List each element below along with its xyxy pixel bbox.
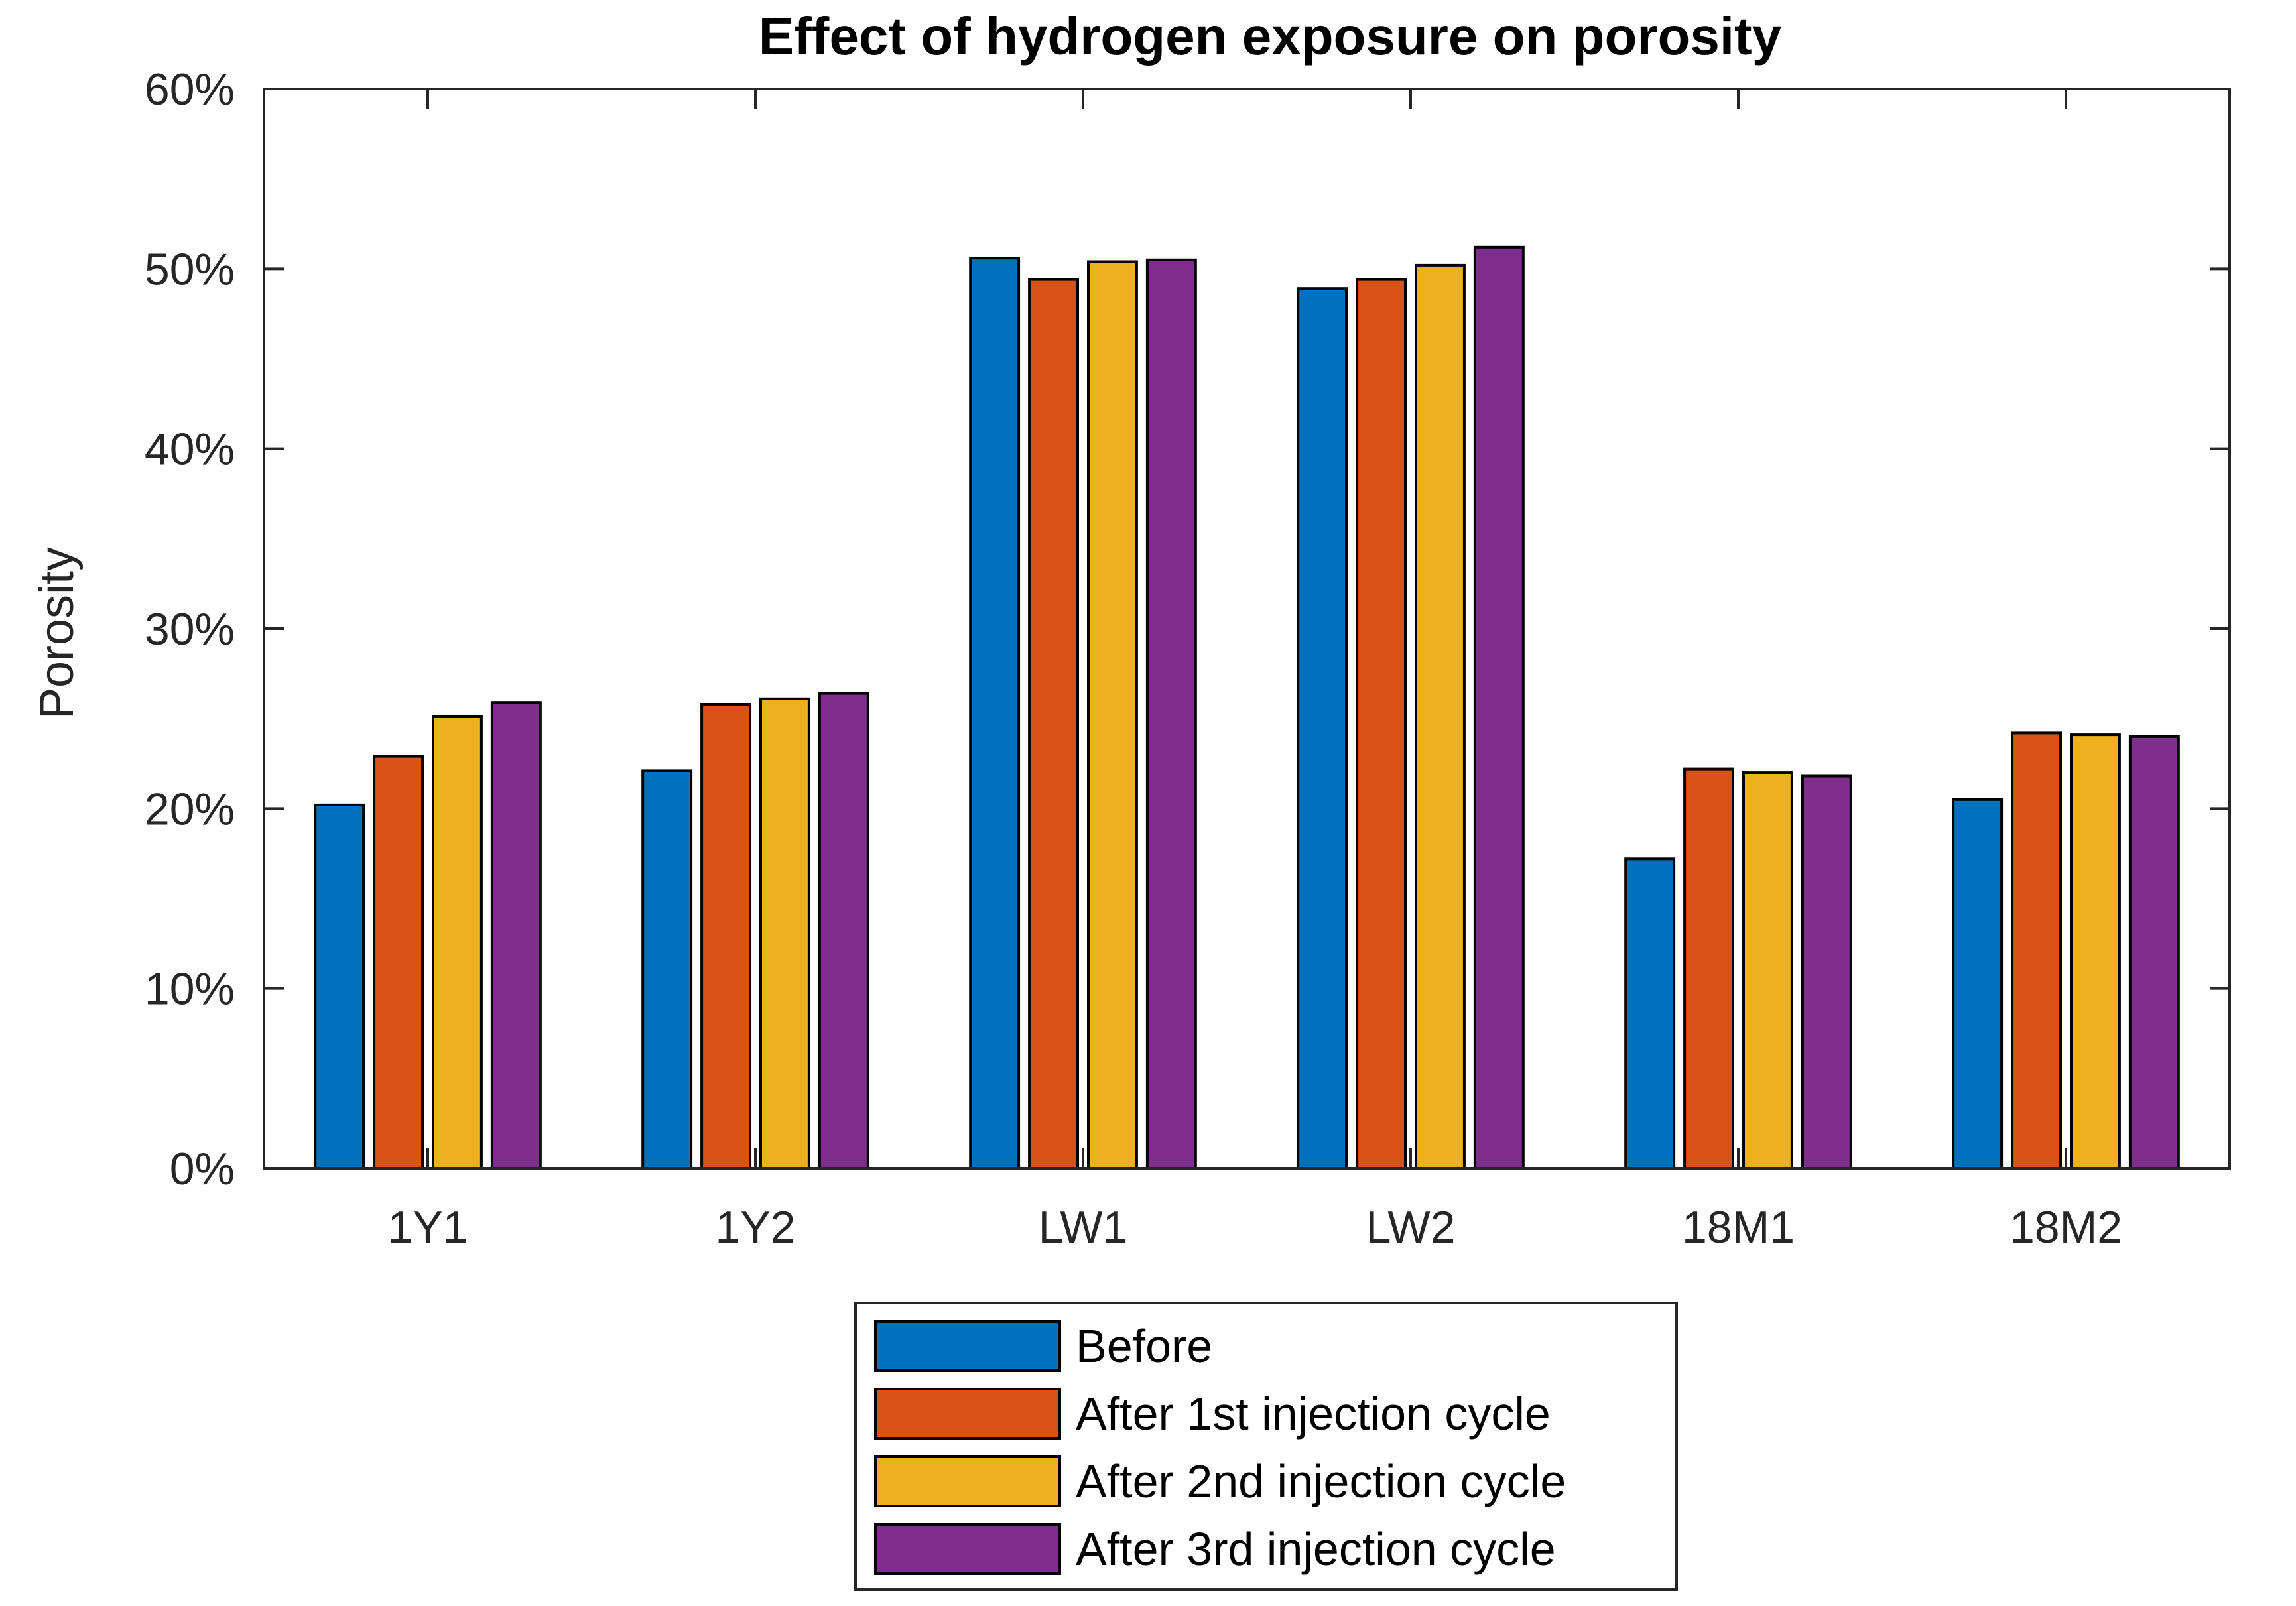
y-tick-label: 10% [145, 964, 235, 1015]
legend-label-series-2: After 1st injection cycle [1076, 1388, 1551, 1440]
bar-LW2-series-3 [1415, 263, 1466, 1170]
x-axis-ticks: 1Y1 1Y2 LW1 LW2 18M1 18M2 [388, 89, 2122, 1253]
bar-1Y1-series-1 [314, 803, 365, 1170]
x-tick-label: LW2 [1366, 1202, 1456, 1253]
y-tick-label: 40% [145, 424, 235, 475]
x-tick-label: 1Y1 [388, 1202, 468, 1253]
bar-1Y2-series-3 [759, 697, 810, 1170]
x-tick-label: 1Y2 [716, 1202, 796, 1253]
bar-1Y1-series-4 [490, 701, 542, 1170]
chart-title: Effect of hydrogen exposure on porosity [759, 7, 1782, 66]
x-tick-label: 18M2 [2009, 1202, 2122, 1253]
bar-18M2-series-1 [1952, 798, 2004, 1170]
bar-LW1-series-3 [1087, 260, 1138, 1170]
y-tick-label: 30% [145, 604, 235, 654]
bar-LW2-series-1 [1297, 287, 1348, 1170]
bar-1Y1-series-3 [432, 715, 483, 1170]
legend-swatch-series-3 [874, 1455, 1061, 1507]
bar-18M1-series-3 [1742, 771, 1793, 1170]
bar-18M2-series-4 [2128, 735, 2180, 1170]
bar-LW1-series-4 [1145, 258, 1197, 1170]
bar-18M2-series-3 [2070, 733, 2121, 1170]
legend-swatch-series-1 [874, 1320, 1061, 1372]
x-tick-label: 18M1 [1682, 1202, 1795, 1253]
legend-label-series-4: After 3rd injection cycle [1076, 1523, 1556, 1575]
x-tick-label: LW1 [1039, 1202, 1128, 1253]
y-axis-ticks: 0% 10% 20% 30% 40% 50% 60% [145, 64, 2230, 1194]
bar-LW2-series-2 [1356, 278, 1407, 1170]
bar-LW2-series-4 [1473, 245, 1525, 1170]
bar-LW1-series-1 [969, 257, 1021, 1170]
y-axis-label: Porosity [31, 547, 84, 719]
legend-swatch-series-4 [874, 1523, 1061, 1575]
bar-18M1-series-2 [1683, 767, 1735, 1170]
y-tick-label: 50% [145, 244, 235, 294]
bar-18M1-series-4 [1801, 774, 1852, 1170]
bar-1Y1-series-2 [373, 755, 424, 1170]
legend-label-series-1: Before [1076, 1320, 1212, 1372]
bar-1Y2-series-4 [818, 692, 869, 1170]
plot-area-frame [263, 88, 2231, 1170]
legend-label-series-3: After 2nd injection cycle [1076, 1455, 1566, 1507]
y-tick-label: 20% [145, 784, 235, 834]
y-tick-label: 0% [170, 1144, 235, 1194]
legend-swatch-series-2 [874, 1388, 1061, 1440]
bar-18M2-series-2 [2011, 731, 2063, 1170]
bar-LW1-series-2 [1028, 278, 1079, 1170]
legend: Before After 1st injection cycle After 2nd… [854, 1302, 1678, 1591]
bar-group [314, 245, 2180, 1170]
bar-18M1-series-1 [1624, 857, 1676, 1170]
y-tick-label: 60% [145, 64, 235, 115]
bar-1Y2-series-2 [700, 703, 751, 1170]
bar-1Y2-series-1 [641, 769, 693, 1170]
